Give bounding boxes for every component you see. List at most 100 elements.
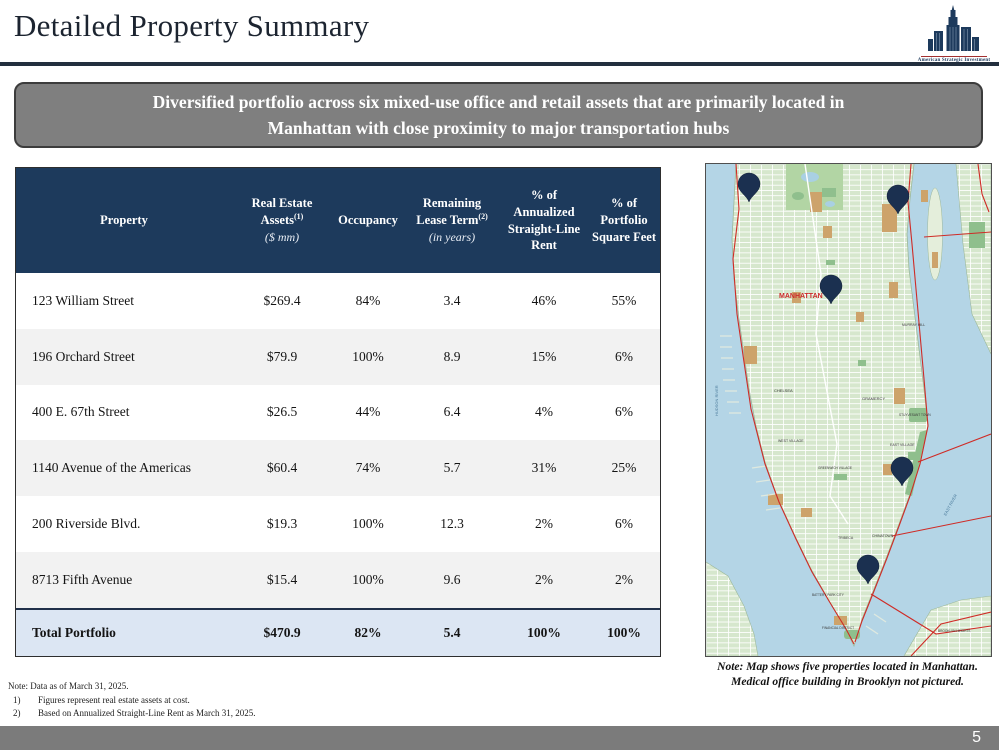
summary-banner: Diversified portfolio across six mixed-u… (14, 82, 983, 148)
property-name: 1140 Avenue of the Americas (32, 460, 191, 476)
map-queens (955, 164, 991, 355)
property-name: 196 Orchard Street (32, 348, 135, 364)
property-pin-icon (856, 554, 880, 585)
table-cell: $470.9 (263, 624, 301, 640)
map-label: CHELSEA (774, 388, 793, 393)
table-cell: 82% (354, 624, 382, 640)
property-name: 8713 Fifth Avenue (32, 571, 133, 587)
company-logo: American Strategic Investment Co. (917, 5, 991, 68)
table-cell: 8.9 (443, 348, 461, 364)
table-cell: 4% (535, 404, 553, 420)
table-cell: 6% (615, 516, 633, 532)
property-name: 200 Riverside Blvd. (32, 516, 141, 532)
property-name: Total Portfolio (32, 624, 116, 640)
table-row: 1140 Avenue of the Americas $60.4 74% 5.7 31… (16, 440, 660, 497)
property-pin-icon (737, 172, 761, 203)
table-cell: 100% (352, 348, 384, 364)
banner-line-2: Manhattan with close proximity to major … (267, 118, 730, 138)
column-header: Real Estate Assets(1) ($ mm) (251, 196, 313, 245)
table-cell: 2% (535, 516, 553, 532)
map-label: STUYVESANT TOWN (899, 413, 931, 417)
map-piers (720, 335, 887, 635)
table-row: 8713 Fifth Avenue $15.4 100% 9.6 2% 2% (16, 551, 660, 608)
title-divider (0, 62, 999, 66)
page-title: Detailed Property Summary (14, 8, 370, 43)
map-label: MURRAY HILL (902, 323, 925, 327)
table-row: 196 Orchard Street $79.9 100% 8.9 15% 6% (16, 328, 660, 385)
table-cell: 12.3 (440, 516, 464, 532)
table-cell: 9.6 (443, 571, 461, 587)
table-cell: 2% (615, 571, 633, 587)
map-label: TRIBECA (838, 536, 854, 540)
table-cell: 31% (531, 460, 557, 476)
table-cell: $26.5 (266, 404, 298, 420)
map-label: GRAMERCY (862, 396, 885, 401)
table-cell: 6.4 (443, 404, 461, 420)
table-cell: 2% (535, 571, 553, 587)
table-cell: $79.9 (266, 348, 298, 364)
table-cell: 55% (611, 292, 637, 308)
map-highways (732, 164, 991, 656)
table-cell: 25% (611, 460, 637, 476)
map-label: EAST VILLAGE (890, 443, 915, 447)
property-name: 123 William Street (32, 292, 134, 308)
table-cell: 74% (355, 460, 381, 476)
map-label: BATTERY PARK CITY (812, 593, 845, 597)
table-cell: 46% (531, 292, 557, 308)
table-cell: 100% (352, 571, 384, 587)
map-roosevelt-island (927, 187, 943, 281)
map-label: MANHATTAN (779, 293, 823, 300)
footer-bar: 5 (0, 726, 999, 750)
page-number: 5 (972, 729, 981, 746)
footnote-item: 1) Figures represent real estate assets … (13, 694, 190, 705)
map-label: WEST VILLAGE (778, 439, 804, 443)
banner-line-1: Diversified portfolio across six mixed-u… (152, 91, 845, 112)
table-cell: 84% (355, 292, 381, 308)
table-row: 123 William Street $269.4 84% 3.4 46% 55% (16, 273, 660, 329)
table-cell: 15% (531, 348, 557, 364)
skyline-icon (928, 5, 979, 51)
table-cell: $269.4 (263, 292, 301, 308)
column-header: Property (100, 213, 148, 228)
table-cell: 6% (615, 404, 633, 420)
table-row: 400 E. 67th Street $26.5 44% 6.4 4% 6% (16, 384, 660, 441)
table-cell: $60.4 (266, 460, 298, 476)
map-label: HUDSON RIVER (714, 385, 719, 416)
map-new-jersey (706, 561, 759, 656)
column-header: Occupancy (338, 213, 398, 228)
table-cell: 100% (527, 624, 561, 640)
property-pin-icon (886, 184, 910, 215)
column-header: % of Annualized Straight-Line Rent (507, 187, 581, 253)
property-table: Property Real Estate Assets(1) ($ mm) Occup… (15, 167, 661, 657)
table-cell: $15.4 (266, 571, 298, 587)
map-label: GREENWICH VILLAGE (818, 466, 852, 470)
footnote-item: 2) Based on Annualized Straight-Line Ren… (13, 708, 256, 718)
map-label: BROOKLYN HEIGHTS (938, 629, 971, 633)
map-note-line-2: Medical office building in Brooklyn not … (731, 675, 964, 688)
map-label: CHINATOWN (872, 534, 894, 538)
property-name: 400 E. 67th Street (32, 404, 130, 420)
table-cell: 100% (352, 516, 384, 532)
manhattan-map: MANHATTAN MURRAY HILL CHELSEA GRAMERCY STUYV… (705, 163, 992, 657)
column-header: Remaining Lease Term(2) (in years) (416, 196, 488, 245)
map-note-line-1: Note: Map shows five properties located … (717, 661, 978, 673)
table-header-row: Property Real Estate Assets(1) ($ mm) Occup… (16, 168, 660, 273)
total-row: Total Portfolio $470.9 82% 5.4 100% 100% (16, 607, 660, 656)
table-cell: 5.7 (443, 460, 461, 476)
property-pin-icon (819, 274, 843, 305)
property-pin-icon (890, 456, 914, 487)
table-cell: 100% (607, 624, 641, 640)
logo-red-rule (921, 56, 987, 57)
map-label: FINANCIAL DISTRICT (822, 626, 854, 630)
table-row: 200 Riverside Blvd. $19.3 100% 12.3 2% 6% (16, 496, 660, 552)
footnotes: Note: Data as of March 31, 2025. 1) Figu… (8, 680, 255, 721)
table-cell: 5.4 (443, 624, 461, 640)
column-header: % of Portfolio Square Feet (592, 196, 656, 244)
map-note: Note: Map shows five properties located … (698, 660, 997, 690)
footnote-note: Note: Data as of March 31, 2025. (8, 681, 129, 691)
table-cell: 3.4 (443, 292, 461, 308)
table-cell: 6% (615, 348, 633, 364)
table-cell: 44% (355, 404, 381, 420)
table-cell: $19.3 (266, 516, 298, 532)
